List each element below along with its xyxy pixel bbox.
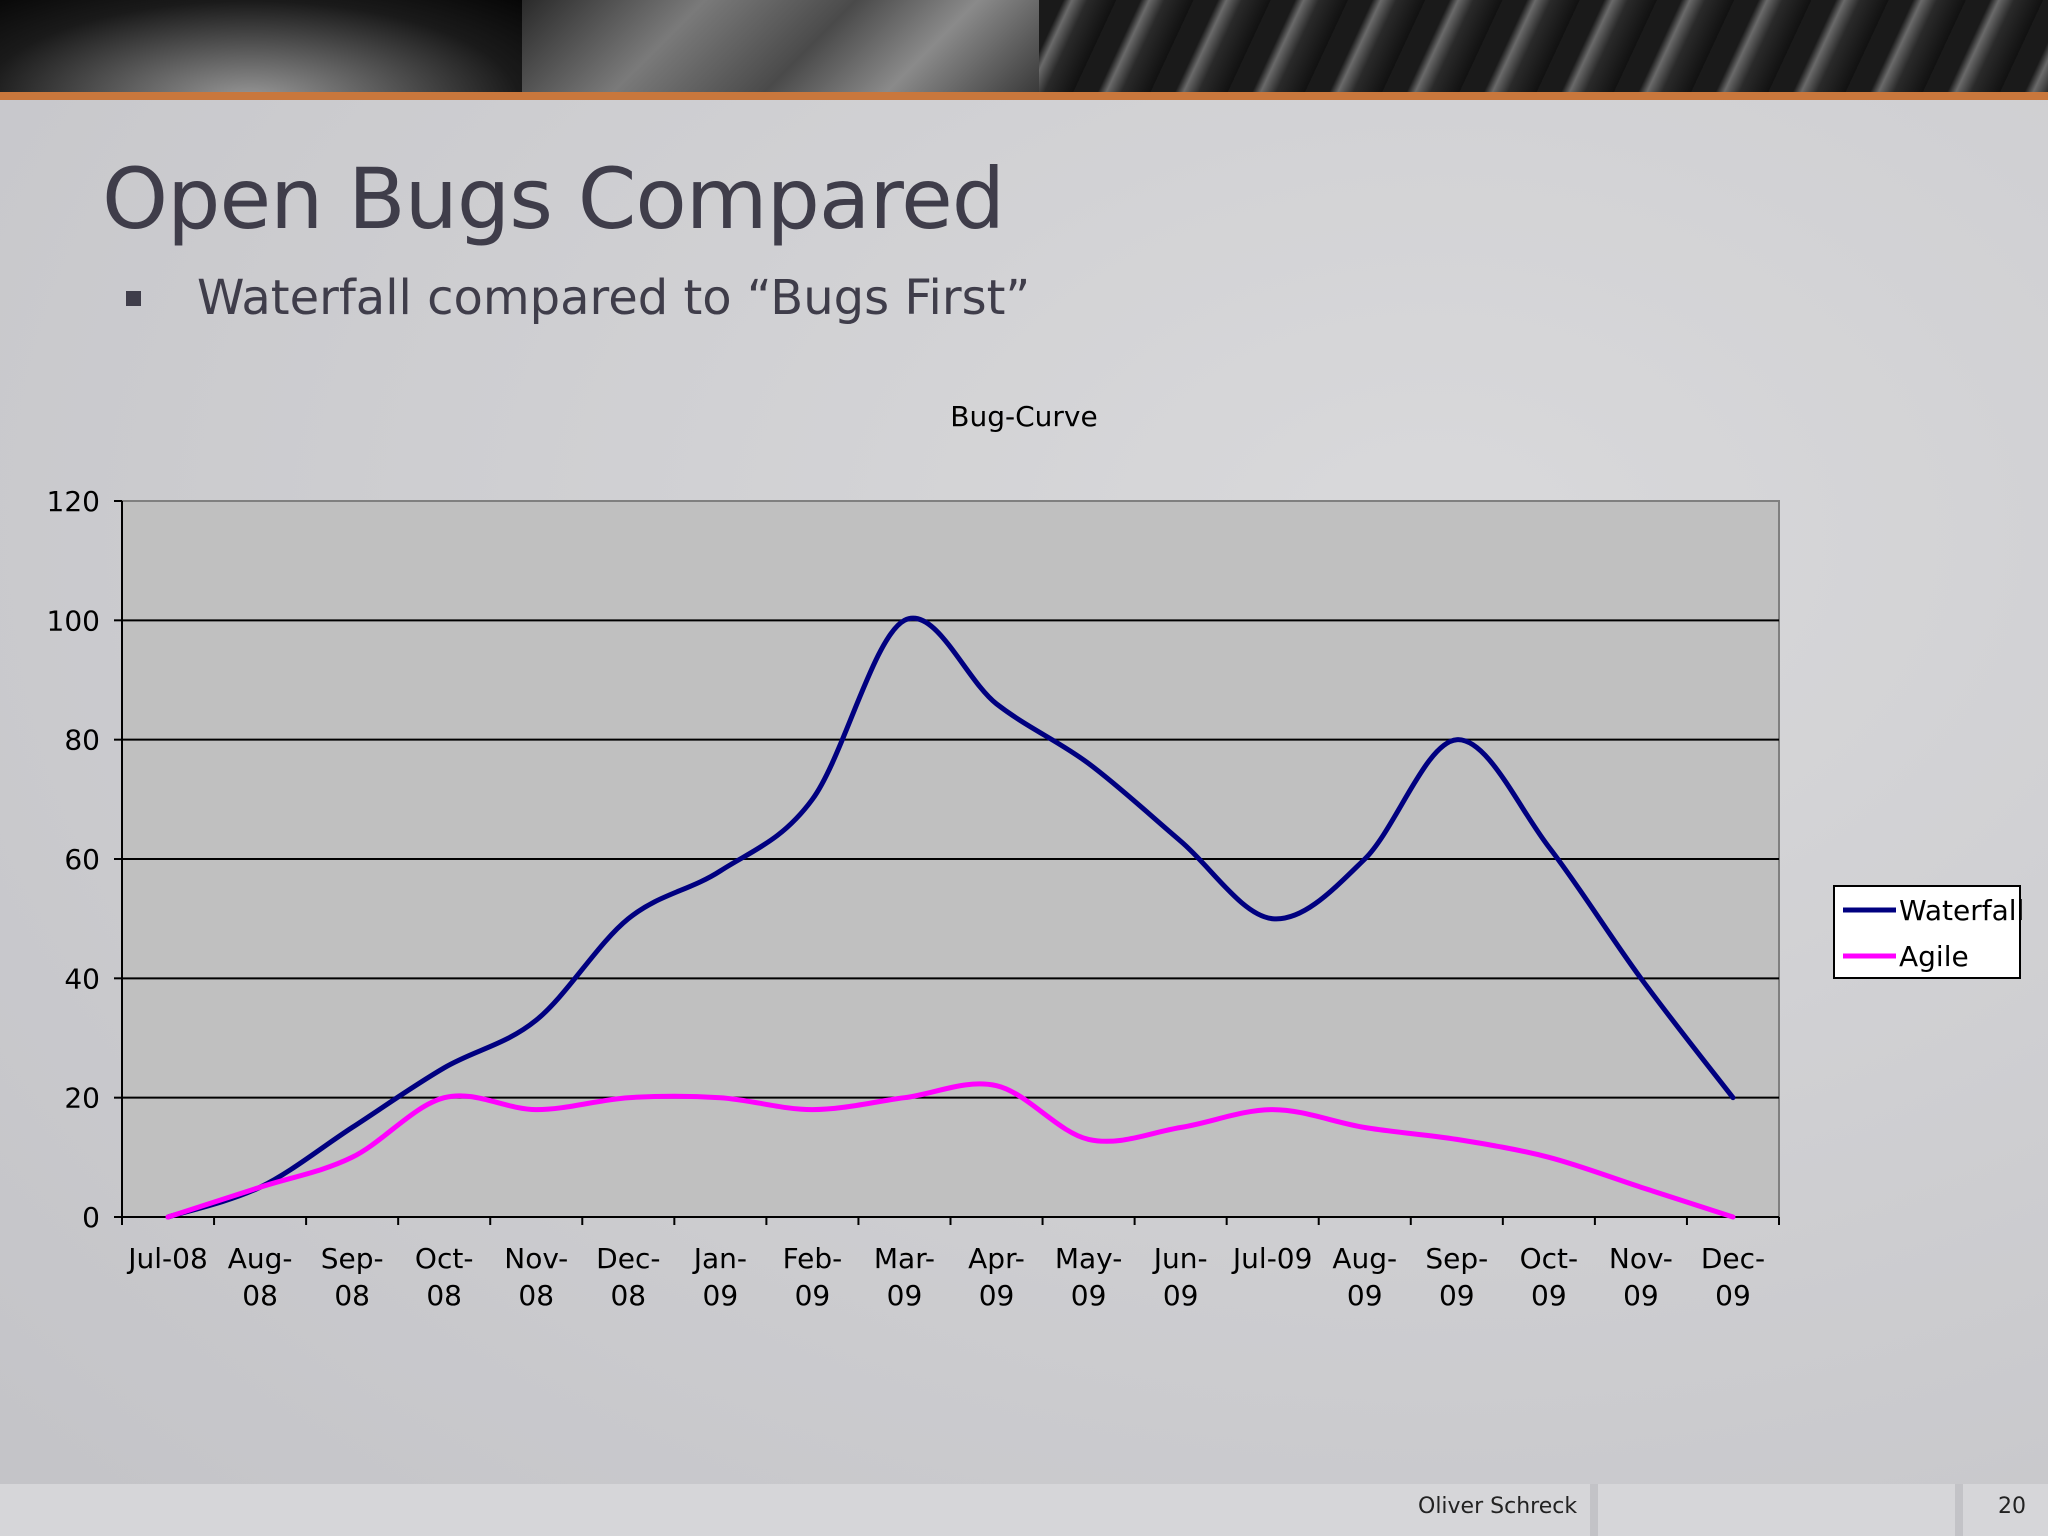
y-tick-label: 80 bbox=[64, 724, 100, 757]
y-tick-label: 0 bbox=[82, 1201, 100, 1234]
x-axis-tick-labels: Jul-08 Aug-08 Sep-08 Oct-08 Nov-08 Dec-08 Jan-… bbox=[126, 1242, 1765, 1312]
footer-bar bbox=[0, 1484, 2048, 1536]
legend-box bbox=[1833, 885, 2021, 979]
y-tick-label: 20 bbox=[64, 1082, 100, 1115]
y-tick-label: 100 bbox=[47, 604, 100, 637]
legend: Waterfall Agile bbox=[1833, 885, 2024, 979]
x-tick-label: Jul-09 bbox=[1231, 1242, 1313, 1275]
x-tick-label: Dec-09 bbox=[1701, 1242, 1765, 1312]
bullet-text: Waterfall compared to “Bugs First” bbox=[197, 270, 1031, 326]
axes bbox=[114, 500, 1780, 1225]
footer-author: Oliver Schreck bbox=[1418, 1494, 1578, 1519]
chart-title: Bug-Curve bbox=[950, 400, 1097, 433]
legend-label-agile: Agile bbox=[1899, 940, 1969, 973]
x-tick-label: Apr-09 bbox=[968, 1242, 1025, 1312]
x-tick-label: Sep-08 bbox=[321, 1242, 384, 1312]
accent-stripe bbox=[0, 92, 2048, 100]
x-tick-label: Feb-09 bbox=[783, 1242, 843, 1312]
banner-panel-machine bbox=[1039, 0, 2048, 92]
x-tick-label: Dec-08 bbox=[596, 1242, 660, 1312]
x-tick-label: Nov-09 bbox=[1609, 1242, 1673, 1312]
y-tick-label: 60 bbox=[64, 843, 100, 876]
x-tick-label: Oct-08 bbox=[415, 1242, 474, 1312]
series-line-waterfall bbox=[165, 615, 1736, 1220]
page-number: 20 bbox=[1998, 1494, 2026, 1519]
x-tick-label: Jan-09 bbox=[692, 1242, 747, 1312]
legend-label-waterfall: Waterfall bbox=[1899, 894, 2024, 927]
bullet-square-icon bbox=[126, 291, 141, 306]
series-line-agile bbox=[165, 1081, 1736, 1220]
y-tick-label: 40 bbox=[64, 962, 100, 995]
x-tick-label: Sep-09 bbox=[1425, 1242, 1488, 1312]
bug-curve-chart: Bug-Curve 0 20 40 60 80 100 120 Jul-08 Aug-08 Se… bbox=[47, 400, 2025, 1312]
y-tick-label: 120 bbox=[47, 485, 100, 518]
banner-panel-texture bbox=[522, 0, 1039, 92]
x-tick-label: Jun-09 bbox=[1152, 1242, 1208, 1312]
x-tick-label: Oct-09 bbox=[1520, 1242, 1579, 1312]
y-axis-tick-labels: 0 20 40 60 80 100 120 bbox=[47, 485, 100, 1234]
x-tick-label: Aug-08 bbox=[228, 1242, 293, 1312]
header-banner-image bbox=[0, 0, 2048, 92]
series-lines bbox=[165, 615, 1736, 1220]
slide-title: Open Bugs Compared bbox=[102, 150, 1005, 248]
banner-panel-wheel bbox=[0, 0, 522, 92]
x-tick-label: May-09 bbox=[1055, 1242, 1123, 1312]
x-tick-label: Aug-09 bbox=[1332, 1242, 1397, 1312]
x-tick-label: Mar-09 bbox=[874, 1242, 935, 1312]
x-tick-label: Jul-08 bbox=[126, 1242, 208, 1275]
footer-separator bbox=[1590, 1484, 1598, 1536]
x-tick-label: Nov-08 bbox=[504, 1242, 568, 1312]
footer-separator bbox=[1955, 1484, 1963, 1536]
